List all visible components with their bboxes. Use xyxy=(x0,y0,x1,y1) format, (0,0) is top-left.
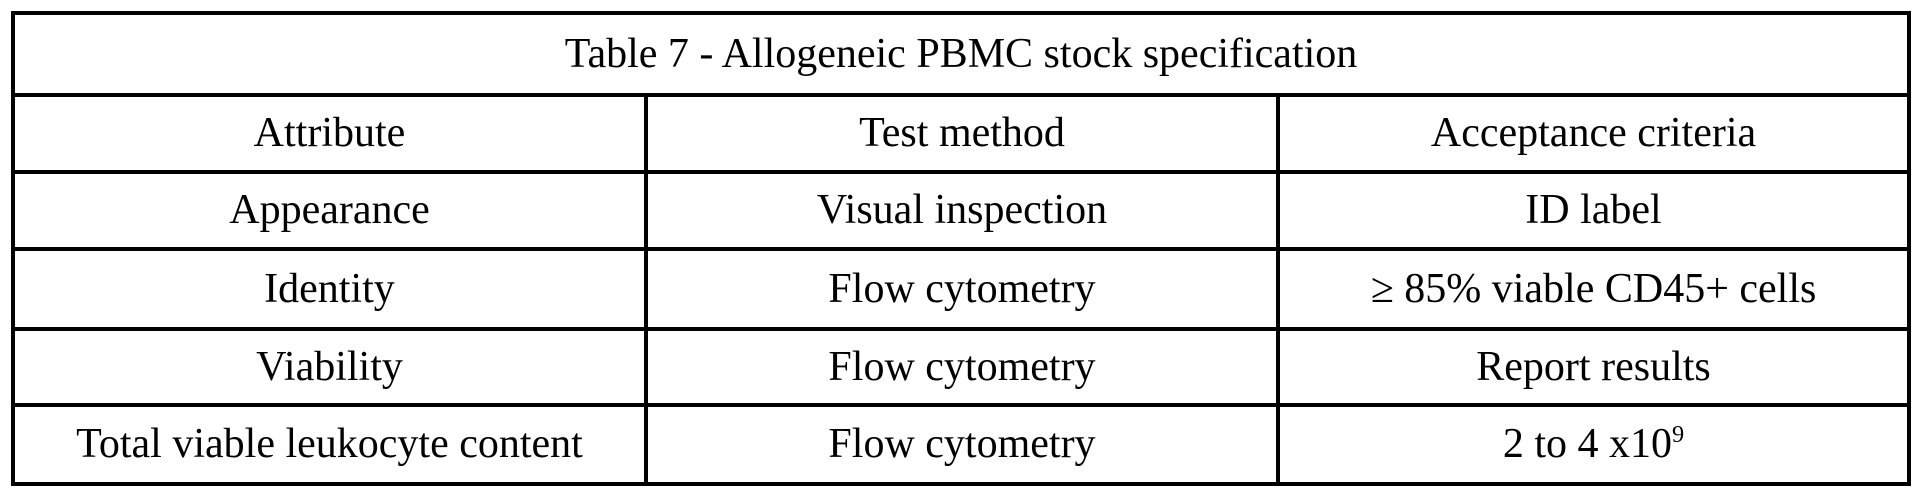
column-header-test-method: Test method xyxy=(644,93,1280,174)
pbmc-spec-table: Table 7 - Allogeneic PBMC stock specific… xyxy=(10,11,1912,486)
table-row: Identity Flow cytometry ≥ 85% viable CD4… xyxy=(11,247,1912,331)
cell-acceptance-cd45: ≥ 85% viable CD45+ cells xyxy=(1275,247,1912,331)
cell-acceptance-report-results: Report results xyxy=(1275,327,1912,407)
cell-test-method-flow-cytometry-1: Flow cytometry xyxy=(644,247,1280,331)
cell-test-method-flow-cytometry-2: Flow cytometry xyxy=(644,327,1280,407)
cell-attribute-identity: Identity xyxy=(11,247,648,331)
cell-attribute-viability: Viability xyxy=(11,327,648,407)
table-row: Viability Flow cytometry Report results xyxy=(11,327,1912,407)
cell-test-method-flow-cytometry-3: Flow cytometry xyxy=(644,403,1280,486)
column-header-acceptance-criteria: Acceptance criteria xyxy=(1275,93,1912,174)
acceptance-count-exponent: 9 xyxy=(1672,421,1685,449)
cell-attribute-total-viable-leukocyte-content: Total viable leukocyte content xyxy=(11,403,648,486)
cell-attribute-appearance: Appearance xyxy=(11,170,648,251)
column-header-attribute: Attribute xyxy=(11,93,648,174)
table-row: Appearance Visual inspection ID label xyxy=(11,170,1912,251)
table-row: Total viable leukocyte content Flow cyto… xyxy=(11,403,1912,486)
cell-acceptance-leukocyte-count: 2 to 4 x109 xyxy=(1275,403,1912,486)
acceptance-count-base: 2 to 4 x10 xyxy=(1502,421,1672,468)
table-title: Table 7 - Allogeneic PBMC stock specific… xyxy=(10,11,1912,97)
cell-test-method-visual-inspection: Visual inspection xyxy=(644,170,1280,251)
cell-acceptance-id-label: ID label xyxy=(1275,170,1912,251)
